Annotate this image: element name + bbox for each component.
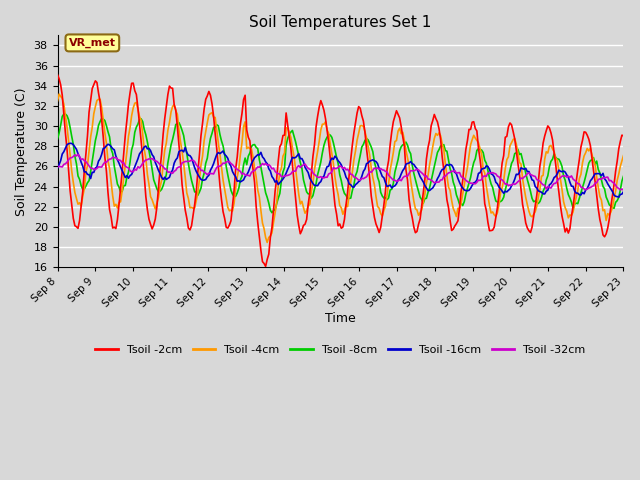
Legend: Tsoil -2cm, Tsoil -4cm, Tsoil -8cm, Tsoil -16cm, Tsoil -32cm: Tsoil -2cm, Tsoil -4cm, Tsoil -8cm, Tsoi… (91, 340, 590, 359)
Title: Soil Temperatures Set 1: Soil Temperatures Set 1 (250, 15, 432, 30)
Text: VR_met: VR_met (69, 38, 116, 48)
X-axis label: Time: Time (325, 312, 356, 325)
Y-axis label: Soil Temperature (C): Soil Temperature (C) (15, 87, 28, 216)
